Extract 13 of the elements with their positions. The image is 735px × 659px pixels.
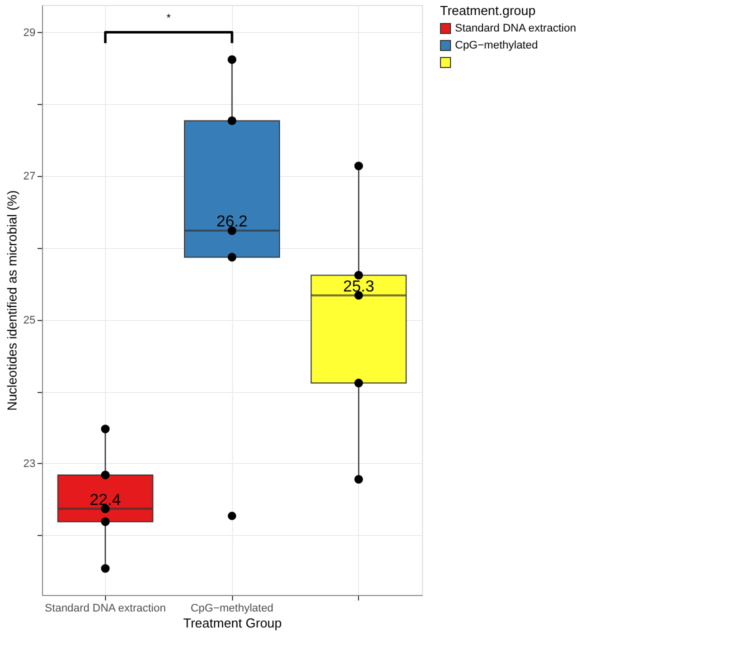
y-axis-title: Nucleotides identified as microbial (%) (4, 190, 20, 411)
y-tick-label: 29 (23, 26, 36, 39)
y-tick-label: 23 (23, 458, 36, 470)
y-tick-label: 25 (23, 314, 36, 326)
legend-label: CpG−methylated (455, 40, 538, 52)
text: 22.4 (90, 492, 121, 509)
text: 26.2 (216, 214, 248, 231)
y-tick-label: 27 (23, 170, 36, 183)
text: 25.3 (343, 278, 374, 296)
legend-title: Treatment.group (440, 3, 536, 18)
x-axis-title: Treatment Group (183, 616, 282, 630)
legend-label: Standard DNA extraction (455, 22, 576, 34)
annotation: * (166, 12, 172, 24)
